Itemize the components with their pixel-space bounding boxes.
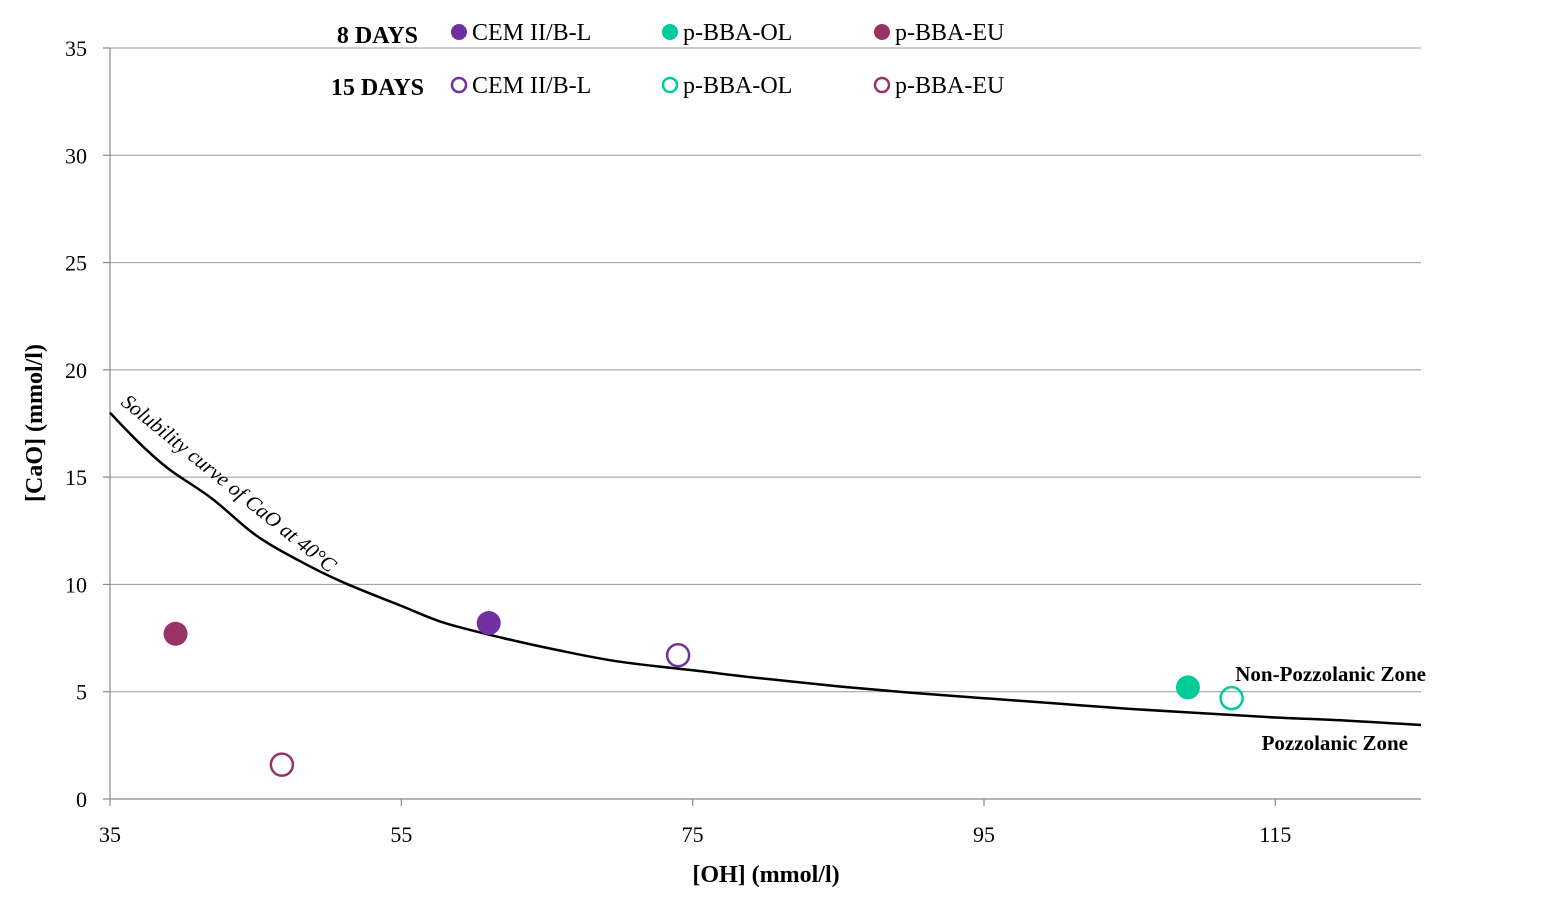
legend-label-cem-15d: CEM II/B-L — [472, 73, 591, 99]
curve-label: Solubility curve of CaO at 40°C — [117, 389, 342, 578]
data-point-0-0 — [476, 611, 501, 636]
legend-marker-cem-15d — [450, 76, 468, 94]
x-tick-label-115: 115 — [1259, 822, 1291, 847]
gridlines — [110, 47, 1421, 693]
legend-label-eu-15d: p-BBA-EU — [895, 73, 1004, 99]
legend-marker-cem-8d — [451, 24, 467, 40]
legend-label-eu-8d: p-BBA-EU — [895, 20, 1004, 46]
y-axis-title: [CaO] (mmol/l) — [22, 344, 48, 502]
lower-zone-label: Pozzolanic Zone — [1262, 731, 1408, 755]
legend-marker-ol-8d — [662, 24, 678, 40]
y-tick-label-5: 5 — [76, 680, 87, 705]
x-tick-labels: 35 55 75 95 115 — [99, 822, 1291, 847]
legend-label-ol-15d: p-BBA-OL — [683, 73, 792, 99]
upper-zone-label: Non-Pozzolanic Zone — [1235, 662, 1426, 686]
data-point-3-0 — [665, 642, 691, 668]
y-tick-label-10: 10 — [65, 572, 87, 597]
y-tick-label-35: 35 — [65, 36, 87, 61]
y-tick-labels: 0 5 10 15 20 25 30 35 — [65, 36, 87, 812]
legend-marker-eu-15d — [873, 76, 891, 94]
x-tick-label-75: 75 — [682, 822, 704, 847]
data-points — [163, 611, 1244, 777]
legend-group-8-days: 8 DAYS — [337, 23, 418, 49]
x-axis-title: [OH] (mmol/l) — [692, 862, 839, 888]
solubility-curve-line — [109, 411, 1422, 727]
legend: 8 DAYS 15 DAYS CEM II/B-L p-BBA-OL p-BBA… — [331, 20, 1004, 101]
data-point-1-0 — [1175, 675, 1200, 700]
x-tick-label-95: 95 — [973, 822, 995, 847]
y-tick-label-30: 30 — [65, 143, 87, 168]
solubility-curve-layer — [109, 411, 1422, 727]
data-point-5-0 — [269, 752, 295, 777]
legend-label-cem-8d: CEM II/B-L — [472, 20, 591, 46]
y-tick-label-0: 0 — [76, 787, 87, 812]
legend-label-ol-8d: p-BBA-OL — [683, 20, 792, 46]
legend-marker-ol-15d — [661, 76, 679, 94]
y-tick-label-15: 15 — [65, 465, 87, 490]
x-tick-label-35: 35 — [99, 822, 121, 847]
y-tick-label-25: 25 — [65, 251, 87, 276]
legend-group-15-days: 15 DAYS — [331, 75, 424, 101]
legend-marker-eu-8d — [874, 24, 890, 40]
y-tick-label-20: 20 — [65, 358, 87, 383]
data-point-4-0 — [1219, 685, 1244, 711]
data-point-2-0 — [163, 621, 188, 646]
x-tick-label-55: 55 — [390, 822, 412, 847]
axes — [103, 47, 1421, 806]
